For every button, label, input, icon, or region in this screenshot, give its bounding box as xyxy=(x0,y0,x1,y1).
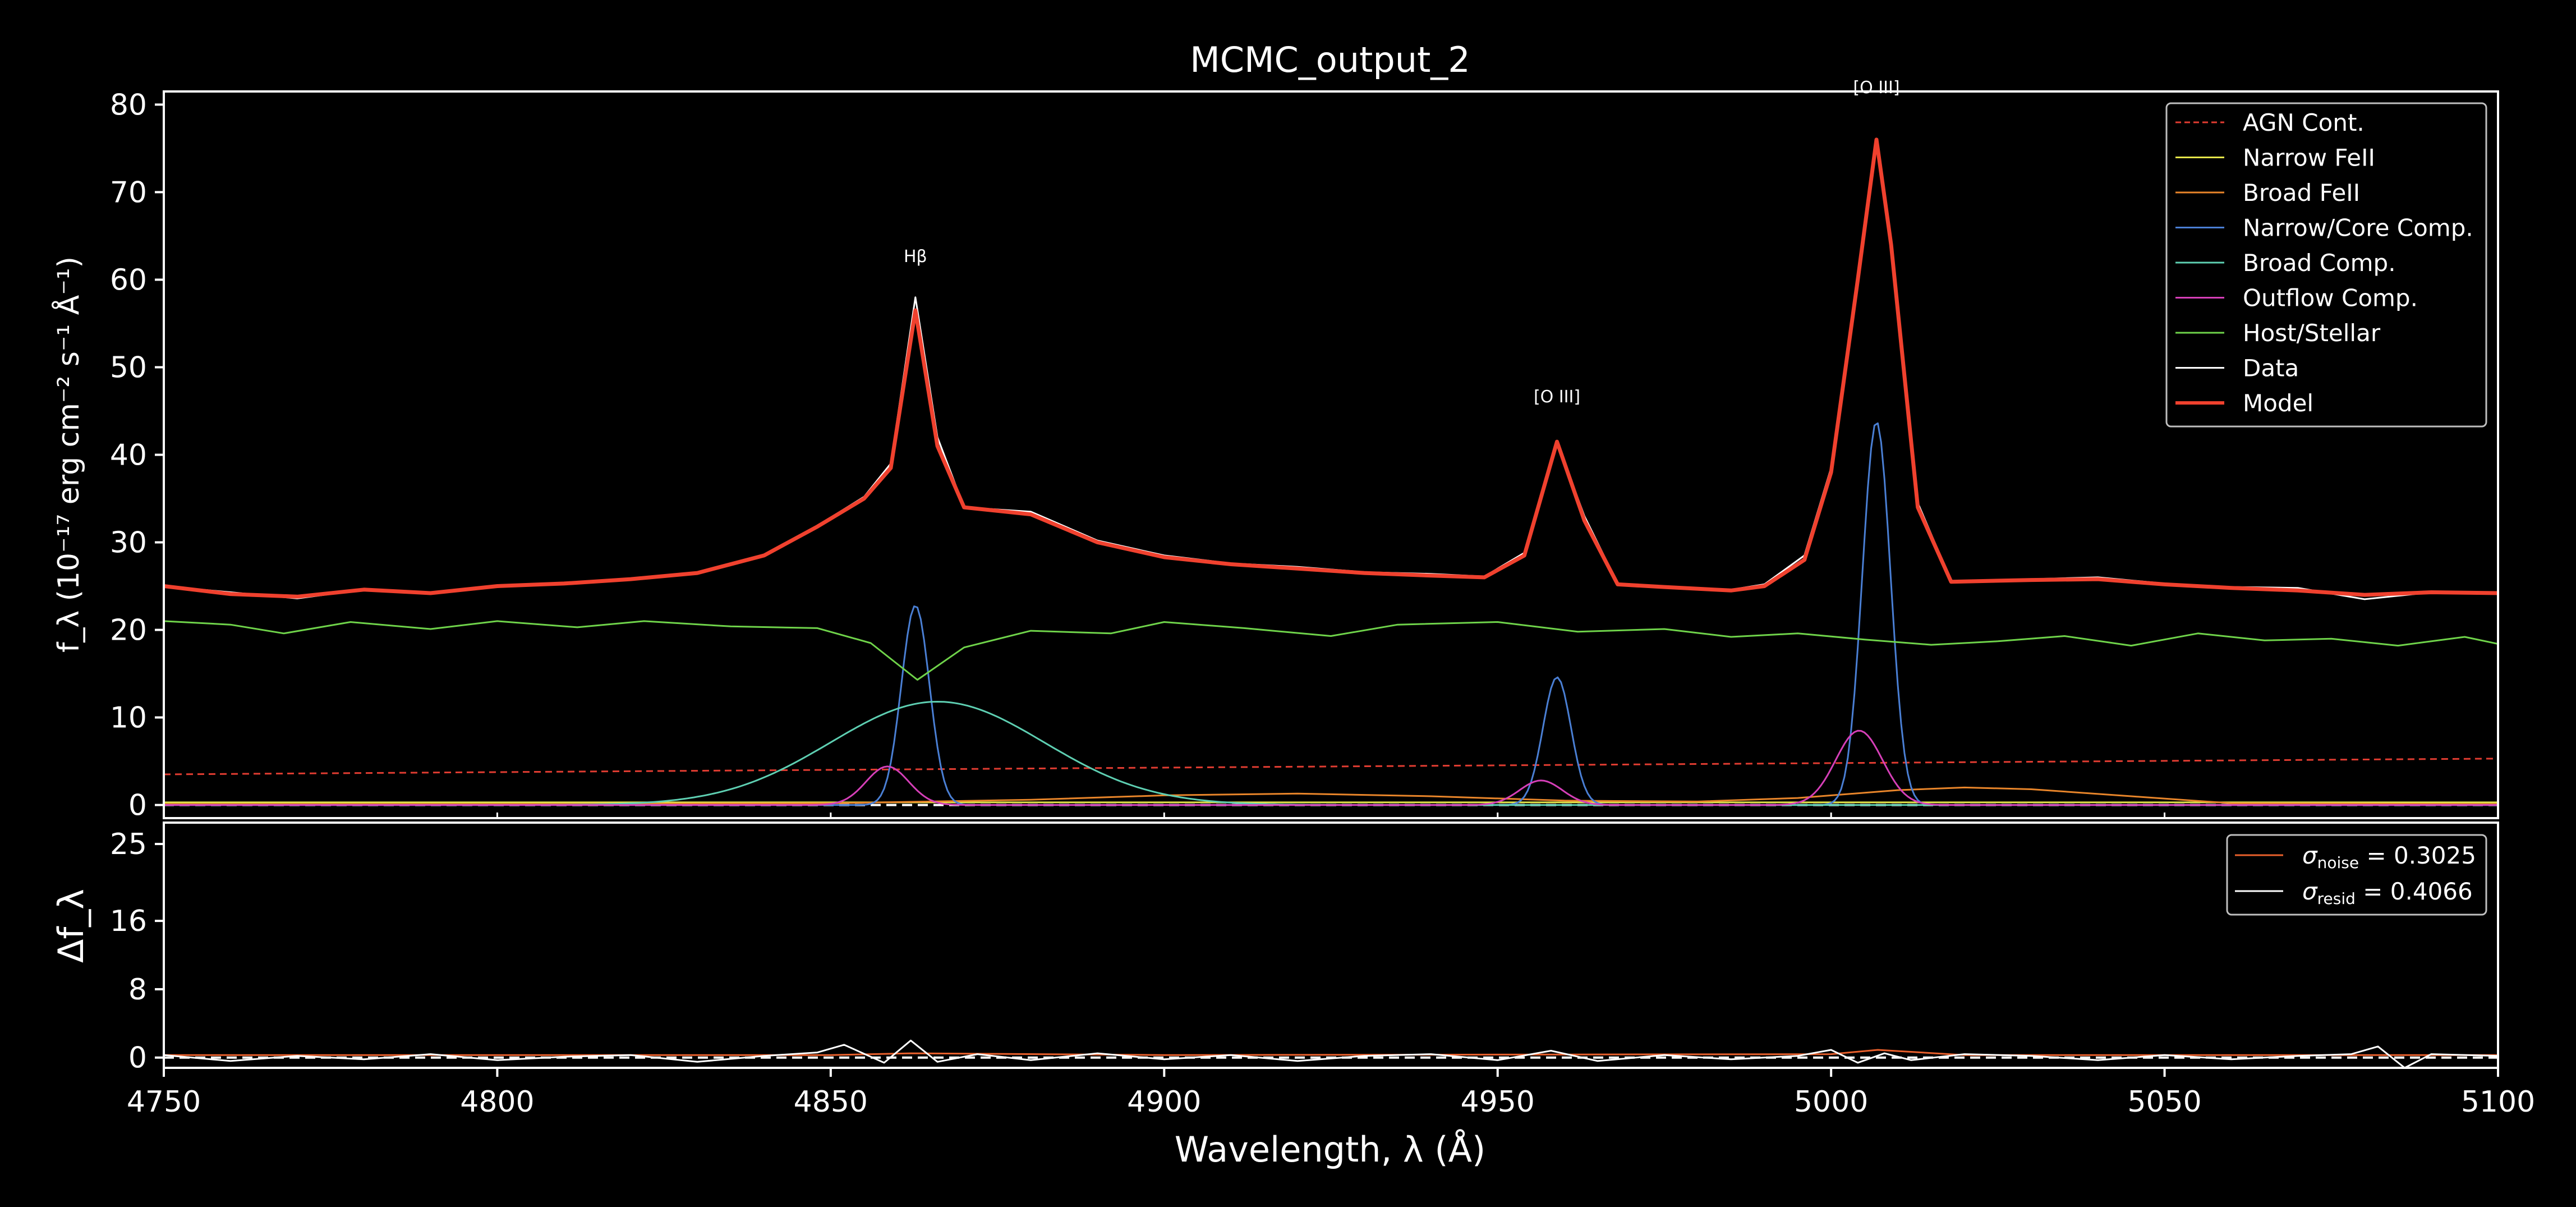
residual-y-tick-label: 16 xyxy=(110,905,147,938)
top-y-tick-label: 70 xyxy=(110,176,147,209)
legend-label-model: Model xyxy=(2243,389,2313,417)
residual-resid-line xyxy=(164,1039,2498,1068)
residual-y-tick-label: 25 xyxy=(110,828,147,861)
top-y-tick-label: 50 xyxy=(110,351,147,384)
x-tick-label: 4950 xyxy=(1461,1085,1535,1119)
series-model-line xyxy=(164,137,2498,599)
x-tick-label: 4800 xyxy=(460,1085,534,1119)
series-host-stellar-line xyxy=(164,620,2498,681)
legend-label-data: Data xyxy=(2243,355,2299,382)
top-ylabel: f_λ (10⁻¹⁷ erg cm⁻² s⁻¹ Å⁻¹) xyxy=(51,256,86,653)
residual-legend[interactable]: σnoise = 0.3025 σresid = 0.4066 xyxy=(2226,834,2487,916)
emission-line-label: [O III] xyxy=(1534,387,1580,407)
legend-label-narrow-feii: Narrow FeII xyxy=(2243,144,2375,172)
residual-legend-label-noise: σnoise = 0.3025 xyxy=(2302,842,2476,872)
x-tick-label: 4750 xyxy=(127,1085,201,1119)
residual-y-tick-label: 8 xyxy=(128,973,147,1007)
x-tick-label: 5100 xyxy=(2461,1085,2535,1119)
residual-panel: 0 8 16 25 Δf_λ σnoise = 0.3025 σresid = 0.40… xyxy=(50,822,2499,1075)
top-y-tick-label: 30 xyxy=(110,526,147,560)
residual-legend-box xyxy=(2226,834,2487,916)
residual-legend-label-resid: σresid = 0.4066 xyxy=(2302,878,2473,908)
legend-label-agn-cont: AGN Cont. xyxy=(2243,109,2365,136)
residual-panel-frame xyxy=(163,822,2499,1069)
top-y-tick-label: 0 xyxy=(128,789,147,823)
top-legend-box xyxy=(2165,102,2487,428)
emission-line-label: Hβ xyxy=(904,247,927,267)
x-axis-label: Wavelength, λ (Å) xyxy=(1175,1129,1485,1170)
residual-ylabel: Δf_λ xyxy=(50,889,91,963)
legend-label-host-stellar: Host/Stellar xyxy=(2243,319,2381,347)
series-agn-cont-line xyxy=(164,758,2498,775)
top-panel: 0 10 20 30 40 50 60 70 80 Hβ [O III] [O III] f_λ (… xyxy=(51,78,2499,823)
residual-y-tick-label: 0 xyxy=(128,1041,147,1075)
top-legend[interactable]: AGN Cont. Narrow FeII Broad FeII Narrow/Cor… xyxy=(2165,102,2487,428)
x-tick-label: 5000 xyxy=(1794,1085,1868,1119)
x-tick-label: 4900 xyxy=(1127,1085,1201,1119)
legend-label-outflow-comp: Outflow Comp. xyxy=(2243,284,2418,312)
emission-line-label: [O III] xyxy=(1853,78,1899,98)
series-outflow-comp-line xyxy=(164,729,2498,806)
top-y-tick-label: 10 xyxy=(110,701,147,735)
x-tick-label: 4850 xyxy=(794,1085,868,1119)
series-broad-feii-line xyxy=(164,786,2498,805)
top-y-tick-label: 40 xyxy=(110,439,147,472)
top-y-tick-label: 20 xyxy=(110,614,147,648)
residual-noise-line xyxy=(164,1049,2498,1056)
legend-label-broad-feii: Broad FeII xyxy=(2243,179,2360,206)
x-tick-label: 5050 xyxy=(2127,1085,2201,1119)
top-y-tick-label: 60 xyxy=(110,263,147,297)
legend-label-narrow-core-comp: Narrow/Core Comp. xyxy=(2243,214,2473,242)
top-y-tick-label: 80 xyxy=(110,88,147,122)
chart-title: MCMC_output_2 xyxy=(1190,39,1470,80)
legend-label-broad-comp: Broad Comp. xyxy=(2243,249,2396,277)
